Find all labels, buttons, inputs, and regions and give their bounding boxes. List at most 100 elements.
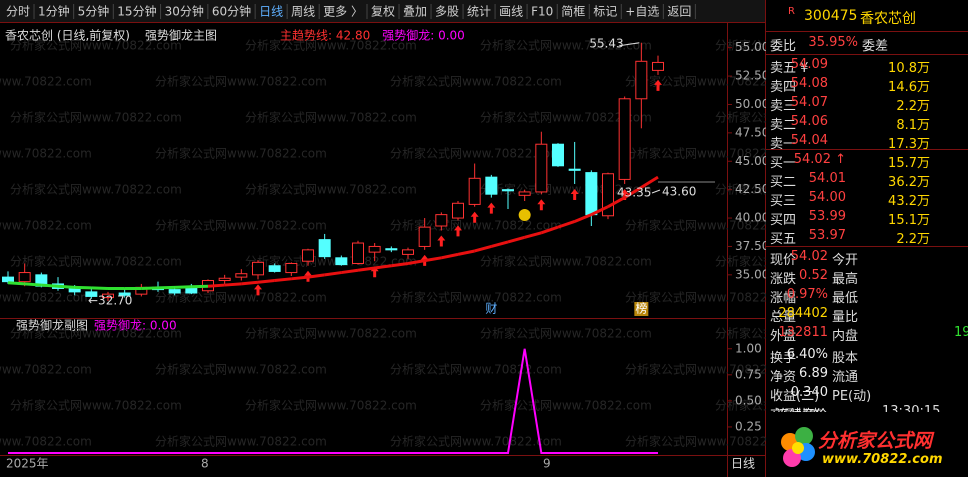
stock-code: 300475 xyxy=(804,8,858,24)
toolbar-button[interactable]: 分时 xyxy=(6,5,30,19)
watermark: 分析家公式网www.70822.com xyxy=(155,434,327,449)
cell: 卖三 xyxy=(770,99,797,114)
ask-row: 卖一 54.04 17.3万 xyxy=(766,133,968,152)
candle-body xyxy=(568,168,581,171)
candle-body xyxy=(485,176,498,195)
trend-line-segment xyxy=(91,286,109,290)
cell: 买二 xyxy=(770,175,797,190)
watermark: 分析家公式网www.70822.com xyxy=(155,362,327,377)
toolbar-button[interactable]: 30分钟 xyxy=(165,4,204,19)
candle-body xyxy=(252,261,264,276)
toolbar-button[interactable]: 日线 xyxy=(259,5,283,19)
ask-row: 卖三 54.07 2.2万 xyxy=(766,95,968,114)
event-marker-bg xyxy=(484,302,499,316)
watermark: 分析家公式网www.70822.com xyxy=(390,146,562,161)
candle-body xyxy=(118,292,131,296)
watermark: 分析家公式网www.70822.com xyxy=(390,362,562,377)
cell: 54.09 xyxy=(790,57,828,72)
toolbar-button[interactable]: 简框 xyxy=(561,5,585,19)
ask-row: 卖二 54.06 8.1万 xyxy=(766,114,968,133)
toolbar-button[interactable]: 复权 xyxy=(371,5,395,19)
cell: 换手 xyxy=(770,351,797,366)
stat-row: 净资 6.89 流通 xyxy=(766,366,968,385)
watermark: 分析家公式网www.70822.com xyxy=(245,110,417,125)
watermark: 分析家公式网www.70822.com xyxy=(245,326,417,341)
cell: 最高 xyxy=(832,272,859,287)
cell: 284402 xyxy=(778,306,828,321)
x-label: 9 xyxy=(543,457,551,471)
indicator-name: 强势御龙主图 xyxy=(145,28,217,43)
trend-line-segment xyxy=(257,279,275,284)
toolbar-button[interactable]: 60分钟 xyxy=(212,4,251,19)
candle-body xyxy=(618,98,631,180)
trend-line-segment xyxy=(507,235,526,244)
buy-signal-arrow xyxy=(654,79,662,91)
buy-signal-arrow xyxy=(570,188,579,200)
toolbar-button[interactable]: 1分钟 xyxy=(38,4,70,19)
watermark: 分析家公式网www.70822.com xyxy=(10,182,182,197)
annotation-pointer xyxy=(651,189,661,194)
trend-line-segment xyxy=(540,225,559,235)
trend-line-segment xyxy=(74,285,92,290)
stock-name: 香农芯创 xyxy=(860,11,916,27)
toolbar-button[interactable]: F10 xyxy=(531,5,553,19)
buy-signal-arrow xyxy=(437,235,446,247)
toolbar-button[interactable]: 标记 xyxy=(593,5,617,19)
weibi-row: 委比 35.95% 委差 xyxy=(766,35,968,54)
candle-body xyxy=(518,191,531,196)
toolbar-button[interactable]: 更多 〉 xyxy=(323,5,363,19)
trend-line-segment xyxy=(24,282,42,287)
sub-legend: 强势御龙: 0.00 xyxy=(94,318,177,333)
watermark: 分析家公式网www.70822.com xyxy=(10,38,182,53)
watermark: 分析家公式网www.70822.com xyxy=(715,110,766,125)
trend-line-segment xyxy=(391,261,409,268)
stat-row: 收益(二) 0.340 PE(动) xyxy=(766,385,968,404)
buy-signal-arrow xyxy=(454,225,462,237)
candle-body xyxy=(552,143,564,167)
watermark: 分析家公式网www.70822.com xyxy=(10,326,182,341)
buy-signal-arrow xyxy=(620,188,629,200)
candle-body xyxy=(85,291,98,297)
cell: 15.7万 xyxy=(888,156,930,171)
cell: 买五 xyxy=(770,232,797,247)
buy-signal-arrow xyxy=(254,284,262,296)
badge: R xyxy=(788,6,795,17)
watermark: 分析家公式网www.70822.com xyxy=(0,362,92,377)
toolbar-button[interactable]: 返回 xyxy=(667,5,691,19)
toolbar-button[interactable]: 画线 xyxy=(499,5,523,19)
watermark: 分析家公式网www.70822.com xyxy=(715,254,766,269)
toolbar-button[interactable]: 15分钟 xyxy=(117,4,156,19)
toolbar-button[interactable]: 周线 xyxy=(291,5,315,19)
ask-row: 卖五 ¥54.09 10.8万 xyxy=(766,57,968,76)
watermark: 分析家公式网www.70822.com xyxy=(0,146,92,161)
cell: 54.04 xyxy=(790,133,828,148)
cell: 涨幅 xyxy=(770,291,797,306)
cell: 涨跌 xyxy=(770,272,797,287)
cell: 量比 xyxy=(832,310,859,325)
cell: 132811 xyxy=(778,325,828,340)
candle-body xyxy=(18,272,31,283)
toolbar-button[interactable]: 多股 xyxy=(435,5,459,19)
watermark: 分析家公式网www.70822.com xyxy=(715,182,766,197)
watermark: 分析家公式网www.70822.com xyxy=(245,38,417,53)
indicator-line xyxy=(8,348,658,454)
cell: 卖一 xyxy=(770,137,797,152)
candle-body xyxy=(435,214,448,227)
watermark: 分析家公式网www.70822.com xyxy=(390,434,562,449)
candle-body xyxy=(218,277,231,282)
label: 委差 xyxy=(862,39,889,54)
toolbar-button[interactable]: 5分钟 xyxy=(78,4,110,19)
trend-line-segment xyxy=(341,268,359,275)
cell: 卖四 xyxy=(770,80,797,95)
toolbar-button[interactable]: +自选 xyxy=(625,5,659,19)
toolbar-button[interactable]: 统计 xyxy=(467,5,491,19)
annotation: ←32.70 xyxy=(88,294,132,308)
annotation-pointer xyxy=(619,42,640,47)
cell: 2.2万 xyxy=(896,99,930,114)
cell: 净资 xyxy=(770,370,797,385)
cell: 现价 xyxy=(770,253,797,268)
toolbar-button[interactable]: 叠加 xyxy=(403,5,427,19)
sub-title: 强势御龙副图 xyxy=(16,318,88,333)
trend-line-segment xyxy=(490,240,509,248)
y-tick-label: 0.50 xyxy=(735,393,762,407)
